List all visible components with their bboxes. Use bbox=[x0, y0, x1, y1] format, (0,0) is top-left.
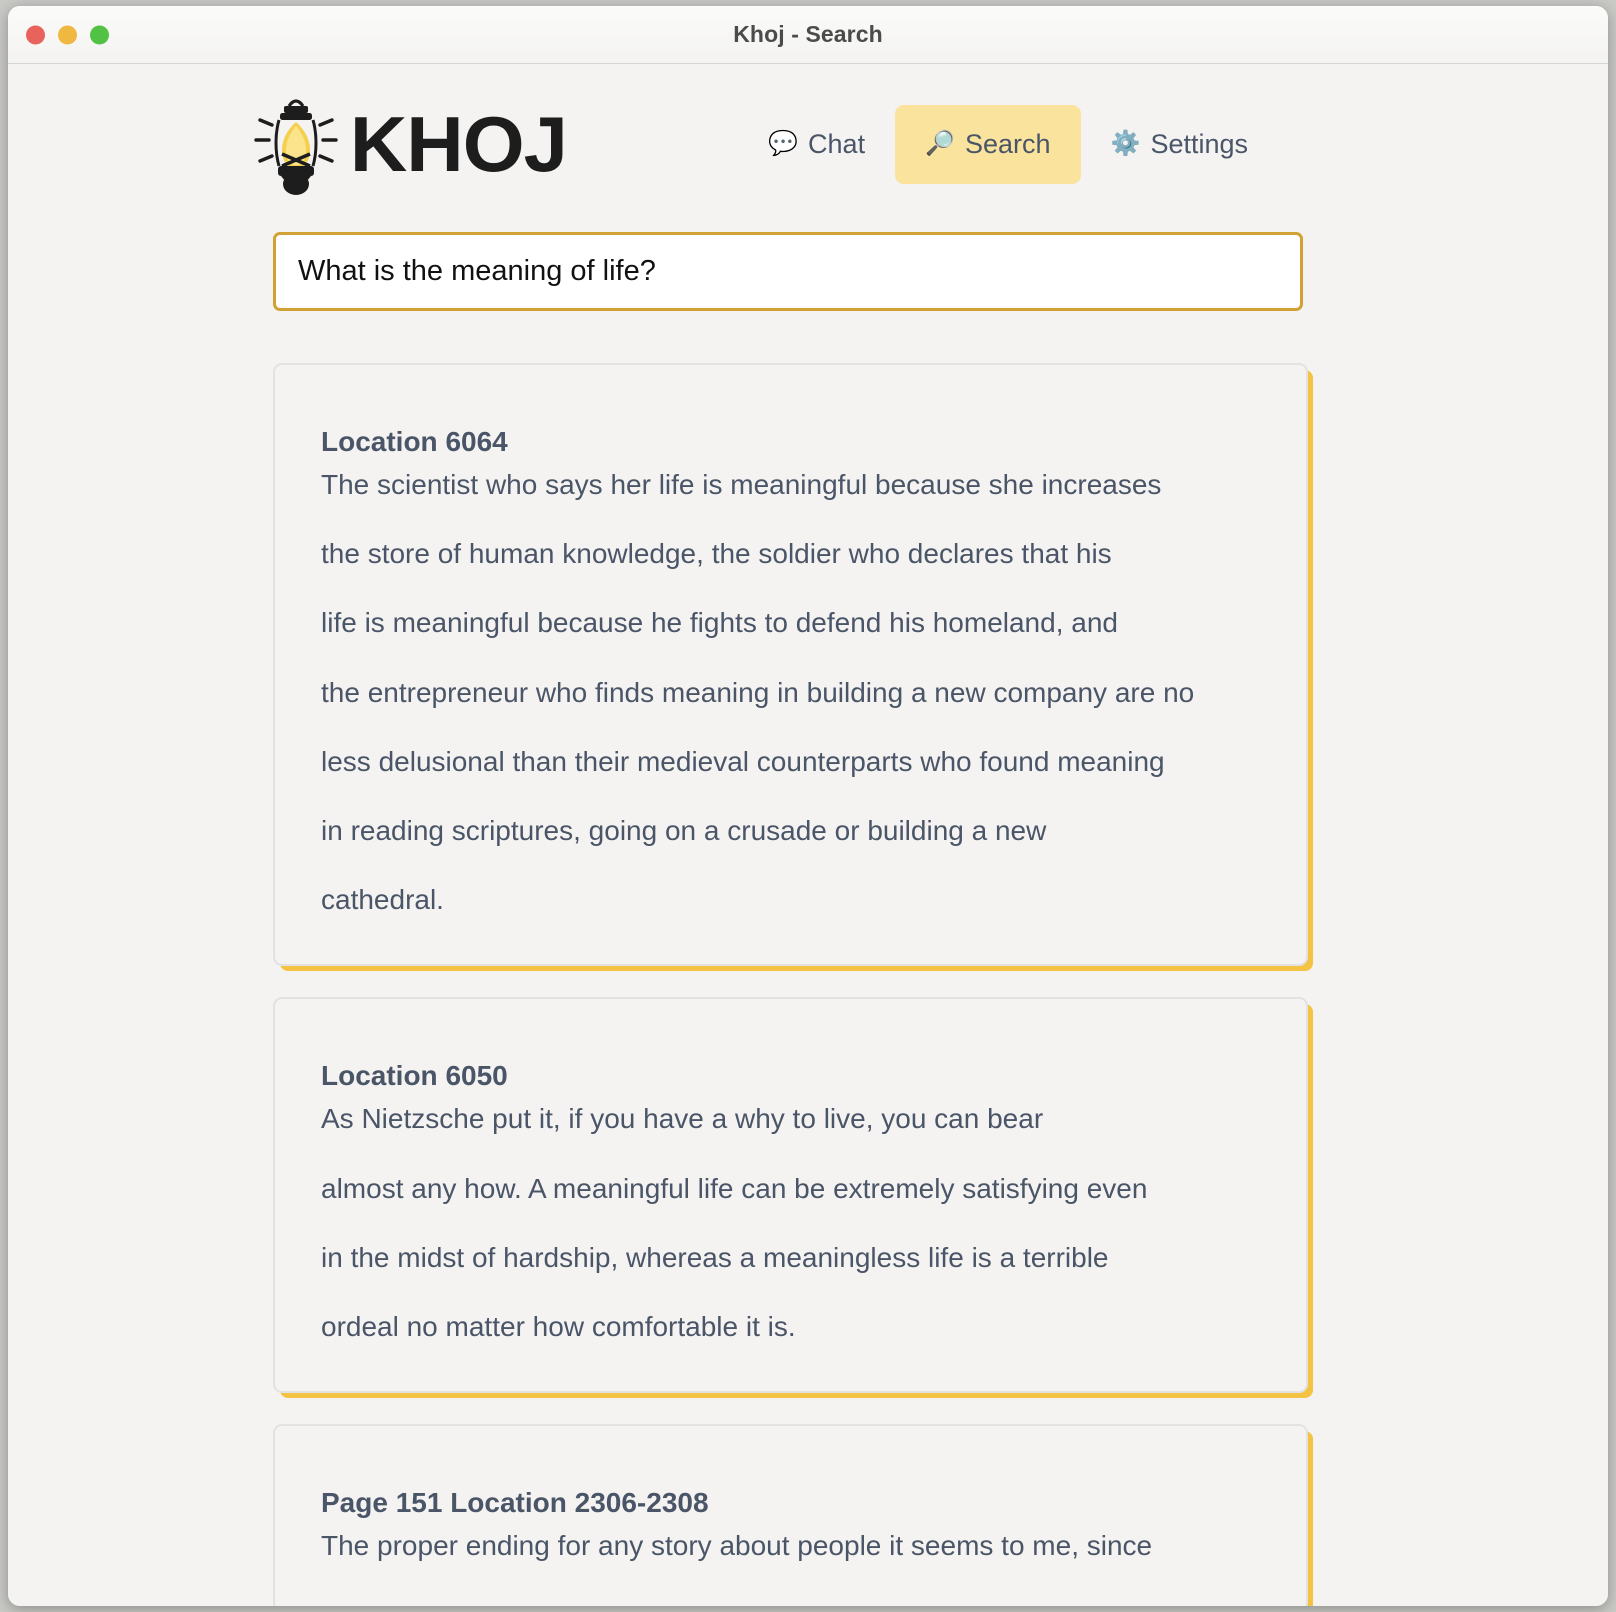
app-window: Khoj - Search bbox=[8, 6, 1608, 1606]
magnifier-icon: 🔎 bbox=[925, 130, 955, 157]
search-result-card[interactable]: Location 6050 As Nietzsche put it, if you… bbox=[273, 997, 1308, 1394]
search-input[interactable] bbox=[273, 232, 1303, 311]
result-location-title: Location 6050 bbox=[321, 1060, 508, 1092]
app-content: KHOJ 💬 Chat 🔎 Search ⚙️ Settings bbox=[8, 64, 1608, 1606]
nav-item-search-label: Search bbox=[964, 128, 1051, 159]
nav-item-settings-label: Settings bbox=[1150, 128, 1248, 159]
close-button[interactable] bbox=[26, 25, 45, 44]
nav-item-settings[interactable]: ⚙️ Settings bbox=[1081, 105, 1278, 184]
nav-item-chat-label: Chat bbox=[808, 128, 866, 159]
search-bar bbox=[8, 232, 1608, 311]
window-controls bbox=[26, 25, 109, 44]
brand-wordmark: KHOJ bbox=[349, 100, 568, 188]
app-header: KHOJ 💬 Chat 🔎 Search ⚙️ Settings bbox=[8, 64, 1608, 195]
main-nav: 💬 Chat 🔎 Search ⚙️ Settings bbox=[738, 104, 1278, 184]
nav-item-search[interactable]: 🔎 Search bbox=[895, 104, 1081, 184]
nav-item-chat[interactable]: 💬 Chat bbox=[738, 105, 895, 184]
result-snippet-line: less delusional than their medieval coun… bbox=[321, 745, 1165, 777]
result-location-title: Location 6064 bbox=[321, 426, 508, 457]
result-snippet-line: the entrepreneur who finds meaning in bu… bbox=[321, 676, 1195, 708]
result-snippet-line: in the midst of hardship, whereas a mean… bbox=[321, 1241, 1109, 1273]
result-snippet-line: ordeal no matter how comfortable it is. bbox=[321, 1310, 796, 1342]
search-result-card[interactable]: Location 6064 The scientist who says her … bbox=[273, 363, 1308, 967]
window-title: Khoj - Search bbox=[733, 21, 883, 47]
result-snippet-line: almost any how. A meaningful life can be… bbox=[321, 1172, 1148, 1204]
khoj-logo[interactable]: KHOJ bbox=[248, 89, 568, 199]
result-snippet-line: The proper ending for any story about pe… bbox=[321, 1530, 1153, 1562]
result-snippet-line: As Nietzsche put it, if you have a why t… bbox=[321, 1103, 1044, 1135]
result-snippet-line: The scientist who says her life is meani… bbox=[321, 469, 1162, 500]
result-snippet-line: the store of human knowledge, the soldie… bbox=[321, 538, 1112, 570]
result-snippet: The scientist who says her life is meani… bbox=[321, 469, 1260, 916]
minimize-button[interactable] bbox=[58, 25, 77, 44]
search-results-list: Location 6064 The scientist who says her … bbox=[8, 311, 1608, 1606]
result-location-title: Page 151 Location 2306-2308 bbox=[321, 1487, 709, 1519]
result-snippet: As Nietzsche put it, if you have a why t… bbox=[321, 1103, 1260, 1343]
result-snippet-line: in reading scriptures, going on a crusad… bbox=[321, 814, 1047, 846]
result-snippet-line: life is meaningful because he fights to … bbox=[321, 607, 1118, 639]
window-titlebar: Khoj - Search bbox=[8, 6, 1608, 64]
result-snippet: The proper ending for any story about pe… bbox=[321, 1530, 1260, 1562]
result-snippet-line: cathedral. bbox=[321, 884, 444, 916]
maximize-button[interactable] bbox=[90, 25, 109, 44]
gear-icon: ⚙️ bbox=[1110, 130, 1141, 157]
lantern-icon bbox=[254, 99, 338, 195]
speech-bubble-icon: 💬 bbox=[768, 130, 799, 157]
search-result-card[interactable]: Page 151 Location 2306-2308 The proper en… bbox=[273, 1424, 1308, 1606]
